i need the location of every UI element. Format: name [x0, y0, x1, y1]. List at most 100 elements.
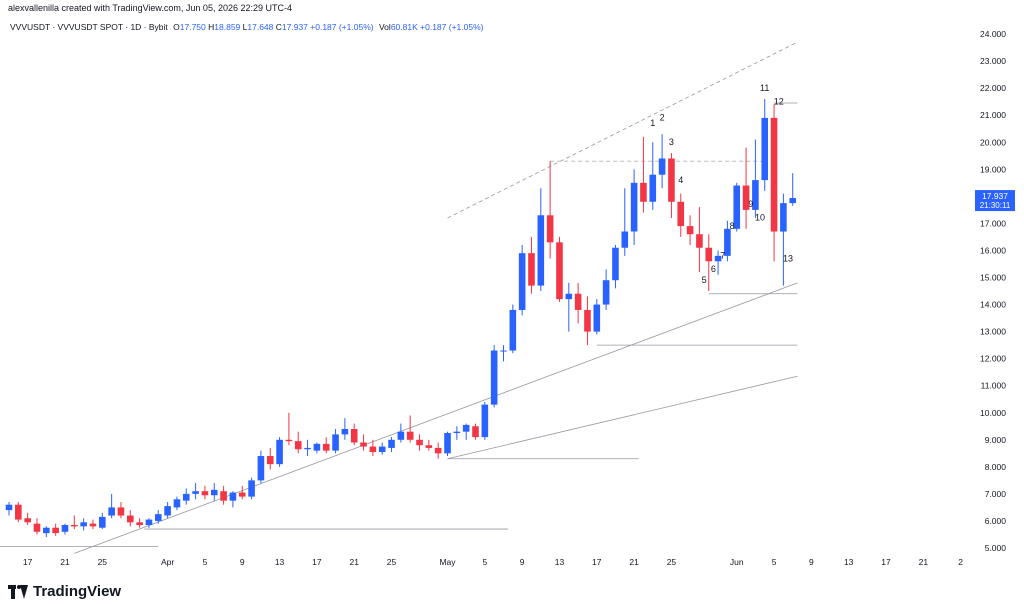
brand-name: TradingView [33, 583, 122, 600]
candle-up [724, 228, 731, 256]
last-price-value: 17.937 [982, 191, 1008, 201]
close-label: C [275, 22, 282, 32]
volume-value: 60.81K [390, 22, 418, 32]
time-tick-label: 13 [275, 557, 285, 567]
candle-up [248, 480, 255, 497]
time-axis[interactable]: 17 21 25 Apr 5 9 13 17 21 25 May 5 9 13 17 21 25 Jun 5 9 13 1… [23, 557, 963, 567]
candle-down [584, 309, 591, 332]
price-tick-label: 19.000 [980, 164, 1006, 174]
last-price-tag: 17.937 21:30:11 [975, 190, 1015, 212]
candle-up [229, 492, 237, 501]
high-label: H [208, 22, 215, 32]
time-tick-label: 13 [555, 557, 565, 567]
tradingview-brand[interactable]: TradingView [8, 583, 121, 600]
time-tick-label: 21 [60, 557, 70, 567]
candle-up [173, 499, 181, 508]
candle-up [630, 182, 638, 232]
candle-down [705, 247, 713, 262]
candle-up [780, 203, 787, 232]
candle-up [481, 404, 489, 438]
candle-up [789, 198, 797, 204]
header-text: alexvallenilla created with TradingView.… [8, 3, 292, 13]
candle-up [388, 439, 395, 448]
price-tick-label: 21.000 [980, 110, 1006, 120]
high-value: 18.859 [214, 22, 241, 32]
low-value: 17.648 [247, 22, 274, 32]
time-tick-label: 25 [98, 557, 108, 567]
candle-down [238, 492, 246, 497]
candle-up [761, 117, 769, 181]
candle-up [453, 431, 461, 434]
candle-up [378, 446, 386, 452]
candle-down [546, 215, 554, 243]
time-tick-label: 2 [958, 557, 963, 567]
candle-up [313, 443, 321, 451]
candle-up [341, 428, 349, 435]
candle-up [752, 180, 759, 210]
candle-up [257, 456, 265, 481]
price-tick-label: 11.000 [981, 381, 1007, 391]
candle-up [649, 174, 657, 202]
time-tick-label: 13 [844, 557, 854, 567]
price-tick-label: 13.000 [980, 327, 1006, 337]
price-tick-label: 6.000 [985, 516, 1007, 526]
price-tick-label: 15.000 [980, 273, 1006, 283]
candle-down [89, 523, 97, 527]
candle-up [462, 424, 470, 432]
time-tick-label: Apr [161, 557, 174, 567]
price-tick-label: 23.000 [980, 56, 1006, 66]
time-tick-label: 5 [772, 557, 777, 567]
candle-up [490, 350, 498, 405]
time-tick-label: 21 [629, 557, 639, 567]
candle-up [182, 493, 190, 501]
candle-up [108, 507, 115, 516]
candle-up [658, 158, 666, 175]
count-label: 6 [711, 264, 716, 274]
candlestick-chart[interactable]: 5.000 6.000 7.000 8.000 9.000 10.000 11.000 12.… [0, 0, 1024, 570]
candle-down [574, 293, 582, 310]
candle-up [602, 280, 610, 305]
candle-up [210, 489, 218, 496]
candle-up [397, 431, 405, 440]
candle-down [668, 158, 675, 202]
time-tick-label: May [439, 557, 456, 567]
candle-up [621, 231, 629, 248]
candle-down [322, 443, 330, 451]
price-tick-label: 20.000 [980, 137, 1006, 147]
candle-up [593, 304, 601, 332]
price-tick-label: 14.000 [980, 300, 1006, 310]
candle-up [80, 522, 87, 527]
candle-down [220, 491, 227, 501]
price-tick-label: 8.000 [985, 462, 1007, 472]
candle-up [612, 247, 619, 281]
time-tick-label: 17 [881, 557, 891, 567]
candle-up [444, 433, 451, 454]
candle-up [537, 215, 545, 286]
candle-down [677, 201, 685, 227]
symbol-name[interactable]: VVVUSDT · VVVUSDT SPOT · 1D · Bybit [10, 22, 168, 32]
chart-area[interactable]: 5.000 6.000 7.000 8.000 9.000 10.000 11.000 12.… [0, 0, 1024, 570]
candle-down [640, 182, 647, 202]
time-tick-label: 17 [23, 557, 33, 567]
candle-down [24, 518, 31, 523]
candle-down [285, 439, 293, 442]
candle-down [294, 441, 302, 450]
candle-down [71, 525, 78, 527]
price-axis[interactable]: 5.000 6.000 7.000 8.000 9.000 10.000 11.000 12.… [980, 29, 1006, 553]
candle-up [276, 439, 283, 465]
candle-up [304, 447, 311, 450]
support-trendline [74, 282, 798, 554]
last-price-tag-bg [975, 190, 1015, 212]
candle-up [518, 253, 526, 310]
count-label: 8 [730, 221, 735, 231]
time-tick-label: 25 [387, 557, 397, 567]
candle-down [425, 445, 433, 448]
candle-down [686, 226, 694, 235]
time-tick-label: 9 [520, 557, 525, 567]
candle-up [714, 255, 722, 262]
count-label: 4 [678, 175, 683, 185]
candle-up [43, 527, 50, 534]
count-label: 10 [755, 213, 765, 223]
candle-up [509, 309, 517, 351]
count-label: 11 [760, 83, 769, 93]
